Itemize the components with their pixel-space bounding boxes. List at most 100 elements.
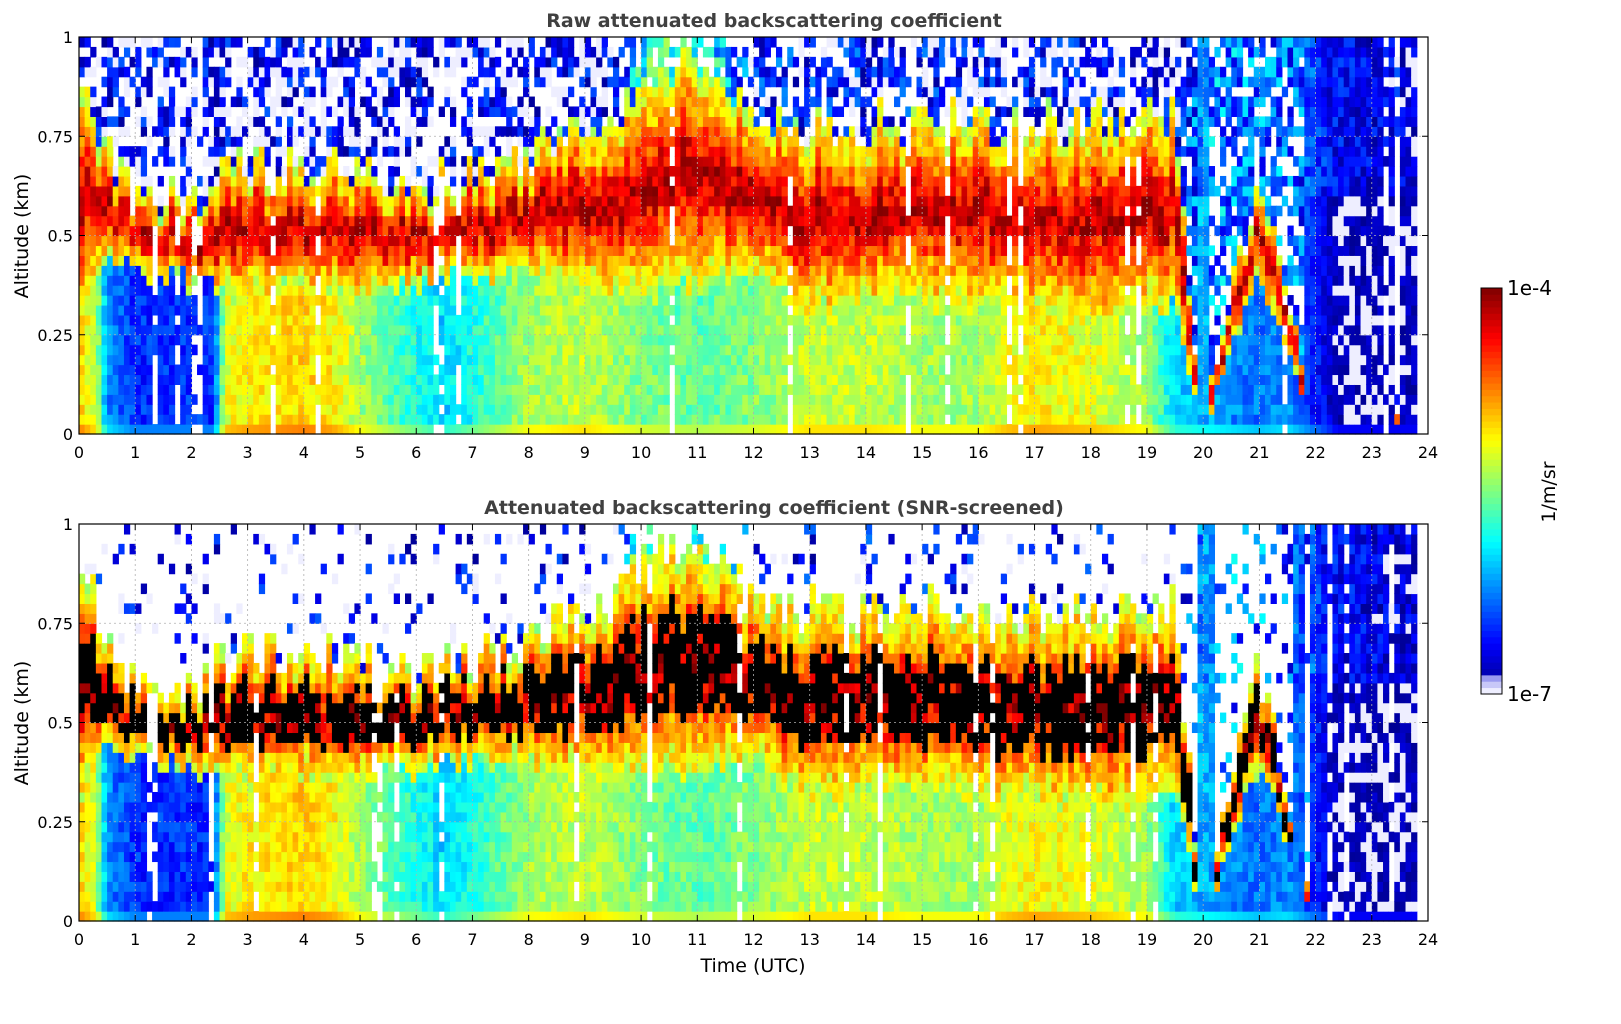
heatmap-cell — [421, 304, 429, 316]
heatmap-cell — [854, 295, 861, 306]
heatmap-cell — [590, 225, 597, 237]
heatmap-cell — [348, 96, 356, 108]
heatmap-cell — [551, 384, 558, 395]
heatmap-cell — [607, 56, 614, 68]
heatmap-cell — [697, 116, 704, 127]
heatmap-cell — [669, 304, 676, 316]
heatmap-cell — [253, 384, 260, 395]
heatmap-cell — [365, 344, 372, 356]
heatmap-cell — [478, 146, 485, 157]
heatmap-cell — [371, 374, 378, 385]
heatmap-cell — [101, 324, 108, 336]
heatmap-cell — [865, 404, 873, 415]
heatmap-cell — [736, 235, 743, 247]
heatmap-cell — [837, 235, 845, 247]
heatmap-cell — [517, 404, 524, 415]
heatmap-cell — [877, 106, 884, 117]
heatmap-cell — [865, 175, 873, 187]
heatmap-cell — [337, 255, 344, 266]
heatmap-cell — [804, 37, 811, 48]
heatmap-cell — [849, 275, 856, 286]
heatmap-cell — [478, 394, 485, 405]
heatmap-cell — [444, 364, 451, 376]
heatmap-cell — [472, 344, 479, 356]
heatmap-cell — [568, 324, 575, 336]
heatmap-cell — [714, 265, 721, 276]
heatmap-cell — [832, 324, 839, 336]
heatmap-cell — [663, 215, 670, 227]
heatmap-cell — [472, 37, 479, 48]
heatmap-cell — [792, 404, 800, 415]
heatmap-cell — [837, 384, 845, 395]
heatmap-cell — [286, 156, 294, 167]
heatmap-cell — [461, 185, 468, 197]
heatmap-cell — [826, 374, 833, 385]
heatmap-cell — [725, 414, 732, 425]
heatmap-cell — [416, 314, 423, 326]
heatmap-cell — [466, 136, 474, 147]
heatmap-cell — [584, 384, 592, 395]
heatmap-cell — [270, 334, 277, 346]
heatmap-cell — [84, 265, 91, 276]
heatmap-cell — [140, 225, 148, 237]
heatmap-cell — [686, 384, 693, 395]
heatmap-cell — [365, 295, 372, 306]
heatmap-cell — [230, 146, 237, 157]
heatmap-cell — [511, 76, 519, 88]
heatmap-cell — [832, 334, 839, 346]
heatmap-cell — [882, 116, 889, 127]
heatmap-cell — [820, 404, 828, 415]
heatmap-cell — [849, 255, 856, 266]
heatmap-cell — [843, 46, 850, 58]
heatmap-cell — [534, 364, 541, 376]
heatmap-cell — [506, 156, 513, 167]
heatmap-cell — [236, 414, 243, 425]
heatmap-cell — [871, 295, 878, 306]
heatmap-cell — [303, 245, 311, 256]
heatmap-cell — [461, 314, 468, 326]
heatmap-cell — [393, 66, 400, 78]
heatmap-cell — [511, 334, 519, 346]
heatmap-cell — [607, 414, 614, 425]
heatmap-cell — [877, 255, 884, 266]
heatmap-cell — [877, 414, 884, 425]
heatmap-cell — [180, 295, 187, 306]
heatmap-cell — [528, 245, 535, 256]
heatmap-cell — [405, 265, 412, 276]
heatmap-cell — [84, 334, 91, 346]
heatmap-cell — [652, 314, 659, 326]
heatmap-cell — [573, 156, 580, 167]
heatmap-cell — [747, 414, 755, 425]
heatmap-cell — [427, 96, 434, 108]
heatmap-cell — [388, 146, 395, 157]
heatmap-cell — [590, 414, 597, 425]
heatmap-cell — [168, 96, 176, 108]
heatmap-cell — [539, 185, 547, 197]
heatmap-cell — [281, 185, 288, 197]
heatmap-cell — [242, 304, 249, 316]
heatmap-cell — [337, 37, 344, 48]
heatmap-cell — [506, 235, 513, 247]
heatmap-cell — [399, 265, 406, 276]
heatmap-cell — [551, 136, 558, 147]
heatmap-cell — [472, 285, 479, 296]
heatmap-cell — [657, 235, 665, 247]
heatmap-cell — [376, 86, 384, 98]
heatmap-cell — [326, 185, 333, 197]
heatmap-cell — [584, 265, 592, 276]
heatmap-cell — [140, 116, 148, 127]
heatmap-cell — [781, 364, 788, 376]
chart-title: Raw attenuated backscattering coefficien… — [546, 10, 1002, 32]
heatmap-cell — [281, 76, 288, 88]
heatmap-cell — [775, 394, 783, 405]
heatmap-cell — [506, 195, 513, 207]
heatmap-cell — [590, 175, 597, 187]
heatmap-cell — [770, 126, 777, 137]
heatmap-cell — [556, 126, 563, 137]
heatmap-cell — [787, 166, 794, 177]
heatmap-cell — [405, 225, 412, 237]
heatmap-cell — [860, 185, 867, 197]
heatmap-cell — [107, 235, 114, 247]
heatmap-cell — [219, 364, 226, 376]
heatmap-cell — [742, 46, 749, 58]
